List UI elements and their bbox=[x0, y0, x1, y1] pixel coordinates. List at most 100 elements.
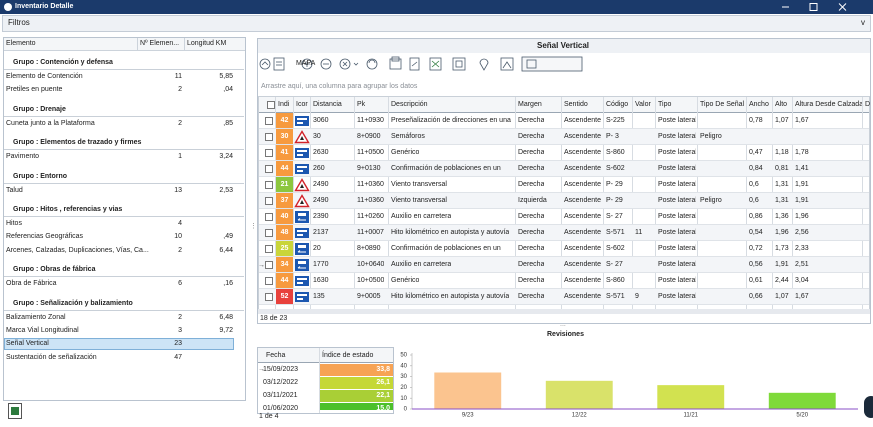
item-name: Arcenes, Calzadas, Duplicaciones, Vías, … bbox=[6, 246, 149, 254]
row-line bbox=[259, 224, 869, 225]
grid-cell: 0,66 bbox=[749, 293, 763, 300]
column-header: D bbox=[865, 101, 871, 108]
grid-cell: Ascendente bbox=[564, 165, 601, 172]
map-button[interactable]: MAPA bbox=[296, 60, 316, 67]
header-checkbox bbox=[267, 101, 275, 109]
scroll-handle[interactable] bbox=[864, 396, 873, 418]
row-checkbox bbox=[265, 213, 273, 221]
item-length: 5,85 bbox=[219, 73, 233, 80]
indicator: 48 bbox=[276, 225, 293, 240]
y-tick-label: 0 bbox=[404, 407, 408, 413]
group-row-line bbox=[4, 115, 244, 117]
grid-cell: Ascendente bbox=[564, 261, 601, 268]
grid-cell: 0,47 bbox=[749, 149, 763, 156]
group-row-line bbox=[4, 149, 244, 151]
export-button[interactable] bbox=[8, 403, 22, 419]
indicator: 42 bbox=[276, 113, 293, 128]
grid-cell: 0,54 bbox=[749, 229, 763, 236]
column-header: Descripción bbox=[391, 101, 428, 108]
title-bar bbox=[0, 0, 873, 14]
bar bbox=[768, 392, 836, 409]
item-count: 2 bbox=[178, 86, 182, 94]
item-count: 2 bbox=[178, 119, 182, 127]
bar bbox=[657, 385, 725, 409]
item-count: 1 bbox=[178, 153, 182, 161]
grid-cell: 1,91 bbox=[795, 181, 809, 188]
grid-cell: 1,07 bbox=[775, 293, 789, 300]
sign-icon bbox=[295, 228, 309, 238]
row-checkbox bbox=[265, 261, 273, 269]
grid-cell: 1,18 bbox=[775, 149, 789, 156]
grid-cell: S- 27 bbox=[606, 213, 623, 220]
column-header: Tipo bbox=[658, 101, 672, 108]
grid-cell: Poste lateral bbox=[658, 229, 696, 236]
item-name: Obra de Fábrica bbox=[6, 280, 57, 288]
summary-column-header: Elemento bbox=[6, 40, 36, 47]
indicator: 40 bbox=[276, 209, 293, 224]
row-line bbox=[259, 256, 869, 257]
grid-cell: Auxilio en carretera bbox=[391, 261, 452, 268]
grid-cell: Peligro bbox=[700, 197, 722, 204]
rev-date: 15/09/2023 bbox=[263, 366, 299, 373]
grid-cell: 11+0007 bbox=[357, 229, 384, 236]
grid-cell: 3060 bbox=[313, 117, 329, 124]
grid-cell: Poste lateral bbox=[658, 149, 696, 156]
grid-cell: Derecha bbox=[518, 293, 545, 300]
grid-cell: 1,96 bbox=[795, 213, 809, 220]
filters-title: Filtros bbox=[8, 18, 30, 27]
window-controls[interactable] bbox=[0, 0, 873, 14]
item-length: 3,24 bbox=[219, 153, 233, 161]
item-count: 13 bbox=[174, 186, 182, 194]
y-tick-label: 20 bbox=[400, 385, 407, 391]
splitter[interactable]: ... bbox=[560, 321, 566, 328]
grid-cell: 260 bbox=[313, 165, 325, 172]
grid-cell: P- 3 bbox=[606, 133, 619, 140]
toolbar[interactable] bbox=[257, 55, 587, 73]
row-line bbox=[259, 240, 869, 241]
grid-cell: 11 bbox=[635, 229, 643, 236]
row-bg bbox=[259, 257, 869, 273]
indicator: 44 bbox=[276, 161, 293, 176]
grid-cell: 2490 bbox=[313, 197, 329, 204]
item-count: 2 bbox=[178, 246, 182, 254]
window-title: Inventario Detalle bbox=[15, 3, 74, 10]
row-checkbox bbox=[265, 165, 273, 173]
filters-bar[interactable] bbox=[2, 15, 871, 32]
rev-index: 26,1 bbox=[376, 379, 390, 386]
grid-cell: Ascendente bbox=[564, 277, 601, 284]
item-name: Pretiles en puente bbox=[6, 86, 63, 94]
sign-icon bbox=[295, 292, 309, 302]
grid-cell: Derecha bbox=[518, 117, 545, 124]
h-scrollbar[interactable] bbox=[258, 309, 870, 314]
detail-title: Señal Vertical bbox=[537, 41, 590, 50]
row-bg bbox=[259, 129, 869, 145]
rev-index-bg bbox=[320, 377, 393, 389]
rev-col-header: Índice de estado bbox=[322, 352, 374, 359]
item-count: 11 bbox=[174, 73, 182, 80]
column-header: Alto bbox=[775, 101, 788, 108]
filters-toggle[interactable]: v bbox=[861, 18, 865, 27]
indicator: 30 bbox=[276, 129, 293, 144]
item-name: Pavimento bbox=[6, 153, 40, 161]
rev-header-bg bbox=[258, 348, 393, 363]
grid-cell: 11+0260 bbox=[357, 213, 384, 220]
grid-cell: 0,61 bbox=[749, 277, 763, 284]
item-length: 6,44 bbox=[219, 246, 233, 254]
sign-icon bbox=[295, 259, 309, 271]
grid-cell: P- 29 bbox=[606, 197, 623, 204]
grid-cell: 1,36 bbox=[775, 213, 789, 220]
grid-cell: Poste lateral bbox=[658, 117, 696, 124]
y-tick-label: 40 bbox=[400, 363, 407, 369]
rev-index-bg bbox=[320, 390, 393, 402]
grid-cell: Confirmación de poblaciones en un bbox=[391, 165, 501, 172]
splitter[interactable]: ⋮ bbox=[250, 223, 257, 230]
row-checkbox bbox=[265, 133, 273, 141]
group-title: Grupo : Señalización y balizamiento bbox=[13, 299, 133, 307]
grid-cell: S-860 bbox=[606, 277, 625, 284]
grid-cell: Derecha bbox=[518, 181, 545, 188]
grid-cell: Poste lateral bbox=[658, 293, 696, 300]
grid-cell: 1770 bbox=[313, 261, 329, 268]
grid-cell: 11+0930 bbox=[357, 117, 384, 124]
bar bbox=[545, 380, 613, 409]
row-line bbox=[259, 192, 869, 193]
